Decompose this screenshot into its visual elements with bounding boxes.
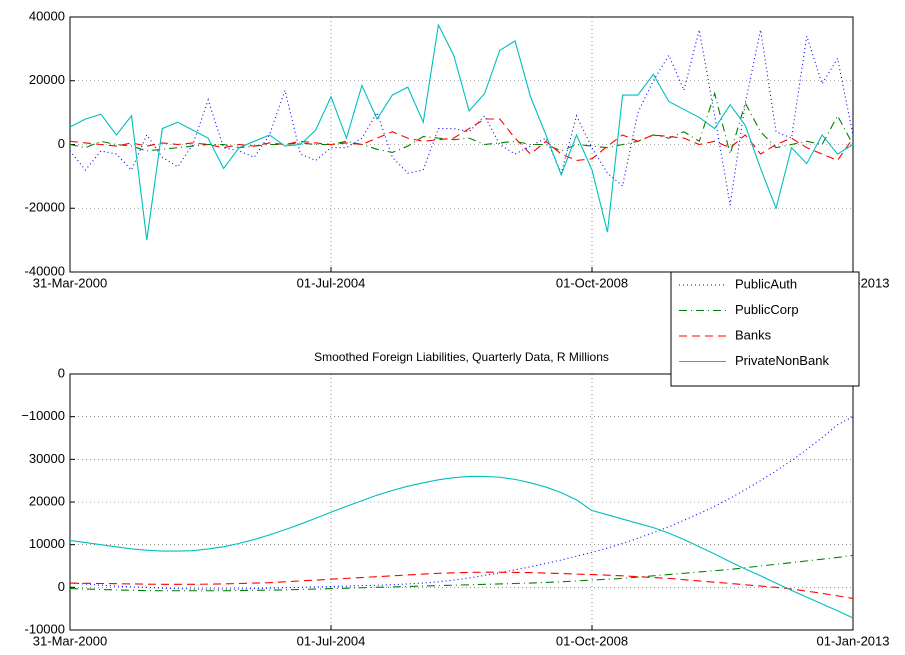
legend-label: PublicAuth [735, 276, 797, 291]
x-tick-label: 31-Mar-2000 [33, 633, 107, 648]
series-line [69, 91, 854, 157]
y-tick-label: 40000 [29, 8, 65, 23]
y-tick-label: 0 [58, 365, 65, 380]
y-tick-label: 30000 [29, 451, 65, 466]
x-tick-label: 31-Mar-2000 [33, 275, 107, 290]
y-tick-label: −10000 [21, 408, 65, 423]
series-line [69, 571, 854, 599]
y-tick-label: 0 [58, 136, 65, 151]
legend: PublicAuth PublicCorp Banks PrivateNonBank [670, 271, 860, 387]
axes-box [69, 16, 854, 273]
y-tick-label: 20000 [29, 493, 65, 508]
series-line [69, 23, 854, 241]
series-line [69, 554, 854, 592]
series-line [69, 475, 854, 619]
series-line [69, 118, 854, 162]
x-tick-label: 01-Jul-2004 [297, 633, 366, 648]
chart-title: Smoothed Foreign Liabilities, Quarterly … [314, 350, 609, 364]
legend-label: PublicCorp [735, 302, 799, 317]
x-tick-label: 01-Jan-2013 [817, 633, 890, 648]
x-tick-label: 01-Oct-2008 [556, 275, 628, 290]
series-line [69, 29, 854, 206]
legend-label: PrivateNonBank [735, 353, 829, 368]
axes-box [69, 373, 854, 631]
series-line [69, 416, 854, 590]
y-tick-label: 20000 [29, 72, 65, 87]
y-tick-label: -10000 [25, 621, 65, 636]
legend-box [670, 271, 860, 387]
legend-label: Banks [735, 327, 772, 342]
x-tick-label: 01-Jul-2004 [297, 275, 366, 290]
y-tick-label: -20000 [25, 200, 65, 215]
x-tick-label: 01-Oct-2008 [556, 633, 628, 648]
y-tick-label: 0 [58, 579, 65, 594]
y-tick-label: 10000 [29, 536, 65, 551]
y-tick-label: -40000 [25, 263, 65, 278]
